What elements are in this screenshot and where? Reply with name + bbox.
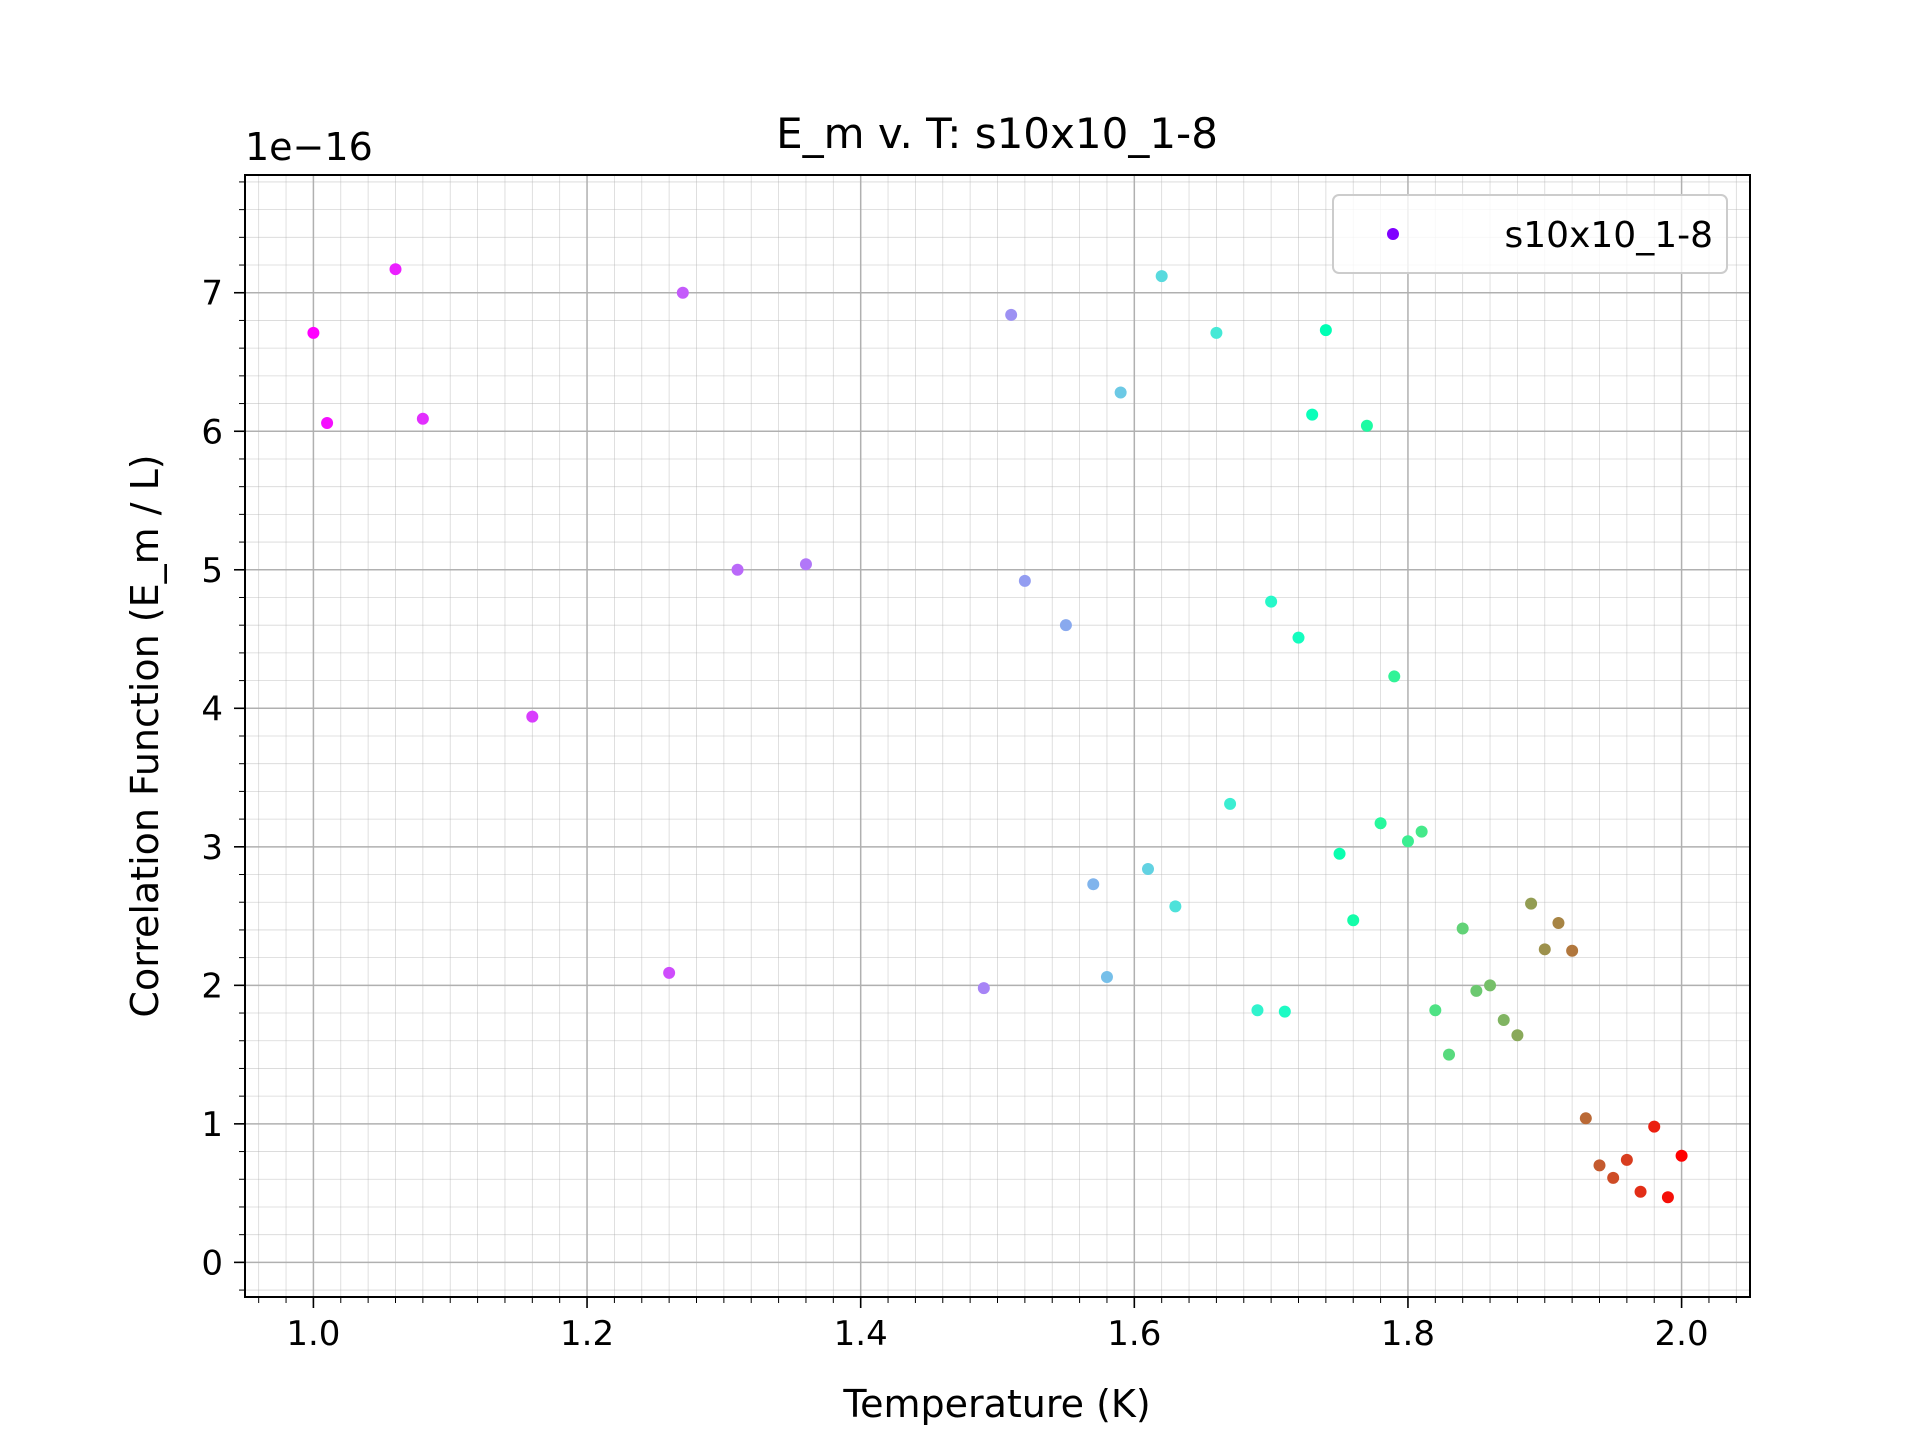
x-tick-label: 1.8 bbox=[1381, 1314, 1435, 1354]
data-point bbox=[1210, 326, 1223, 339]
data-point bbox=[1278, 1005, 1291, 1018]
data-point bbox=[1648, 1120, 1661, 1133]
data-point bbox=[1018, 574, 1031, 587]
data-point bbox=[1470, 984, 1483, 997]
y-tick-label: 0 bbox=[201, 1243, 223, 1283]
data-point bbox=[1675, 1149, 1688, 1162]
data-point bbox=[1443, 1048, 1455, 1061]
x-axis-label: Temperature (K) bbox=[842, 1382, 1150, 1426]
x-tick-label: 1.2 bbox=[560, 1314, 614, 1354]
data-point bbox=[1333, 847, 1346, 860]
x-tick-label: 1.6 bbox=[1107, 1314, 1161, 1354]
y-tick-label: 7 bbox=[201, 274, 223, 314]
data-point bbox=[1169, 900, 1182, 913]
data-point bbox=[1511, 1029, 1524, 1042]
data-point bbox=[307, 326, 320, 339]
data-point bbox=[1251, 1004, 1264, 1017]
data-point bbox=[1142, 862, 1154, 875]
data-point bbox=[1497, 1013, 1510, 1026]
data-point bbox=[416, 412, 429, 425]
legend-marker bbox=[1387, 228, 1399, 240]
data-point bbox=[1319, 324, 1332, 337]
data-point bbox=[1100, 971, 1113, 984]
data-point bbox=[1538, 943, 1551, 956]
data-point bbox=[1456, 922, 1469, 935]
data-point bbox=[663, 966, 676, 979]
data-point bbox=[389, 263, 402, 276]
data-point bbox=[731, 563, 744, 576]
x-tick-label: 2.0 bbox=[1655, 1314, 1709, 1354]
x-tick-label: 1.4 bbox=[834, 1314, 888, 1354]
data-point bbox=[1484, 979, 1497, 992]
legend: s10x10_1-8 bbox=[1332, 194, 1728, 274]
data-point bbox=[1388, 670, 1401, 683]
data-point bbox=[1306, 408, 1319, 421]
axis-ticks: 1.0 1.2 1.4 1.6 1.8 2.0 0 1 2 3 4 5 6 7 bbox=[201, 181, 1737, 1354]
data-point bbox=[1620, 1153, 1633, 1166]
data-point bbox=[1525, 897, 1538, 910]
data-point bbox=[1415, 825, 1428, 838]
x-tick-label: 1.0 bbox=[286, 1314, 340, 1354]
legend-box bbox=[1332, 194, 1728, 274]
y-tick-label: 3 bbox=[201, 828, 223, 868]
data-point bbox=[977, 982, 990, 995]
y-tick-label: 2 bbox=[201, 966, 223, 1006]
data-point bbox=[1374, 817, 1387, 830]
data-point bbox=[1579, 1112, 1592, 1125]
chart-title: E_m v. T: s10x10_1-8 bbox=[776, 109, 1218, 158]
data-point bbox=[1087, 878, 1100, 891]
data-point bbox=[1634, 1185, 1647, 1198]
data-point bbox=[1593, 1159, 1606, 1172]
data-point bbox=[1360, 419, 1373, 432]
data-point bbox=[1552, 917, 1565, 929]
y-tick-label: 4 bbox=[201, 689, 223, 729]
data-point bbox=[1347, 914, 1360, 927]
y-tick-label: 1 bbox=[201, 1105, 223, 1145]
data-point bbox=[1155, 270, 1168, 283]
data-point bbox=[1224, 797, 1237, 810]
data-point bbox=[1005, 308, 1018, 321]
data-point bbox=[676, 286, 689, 299]
data-point bbox=[1265, 595, 1278, 608]
data-point bbox=[1114, 386, 1127, 399]
data-point bbox=[1607, 1171, 1620, 1184]
data-point bbox=[1429, 1004, 1442, 1017]
grid bbox=[245, 175, 1750, 1297]
data-point bbox=[1566, 944, 1579, 957]
data-point bbox=[799, 558, 812, 571]
y-tick-label: 6 bbox=[201, 412, 223, 452]
y-axis-offset-label: 1e−16 bbox=[245, 125, 373, 169]
data-point bbox=[1059, 619, 1072, 632]
data-point bbox=[321, 416, 334, 429]
y-axis-label: Correlation Function (E_m / L) bbox=[123, 454, 167, 1017]
y-tick-label: 5 bbox=[201, 551, 223, 591]
data-point bbox=[1292, 631, 1305, 644]
data-point bbox=[526, 710, 539, 723]
data-point bbox=[1661, 1191, 1674, 1204]
data-points bbox=[307, 263, 1688, 1204]
legend-label: s10x10_1-8 bbox=[1505, 215, 1713, 256]
data-point bbox=[1401, 835, 1414, 848]
